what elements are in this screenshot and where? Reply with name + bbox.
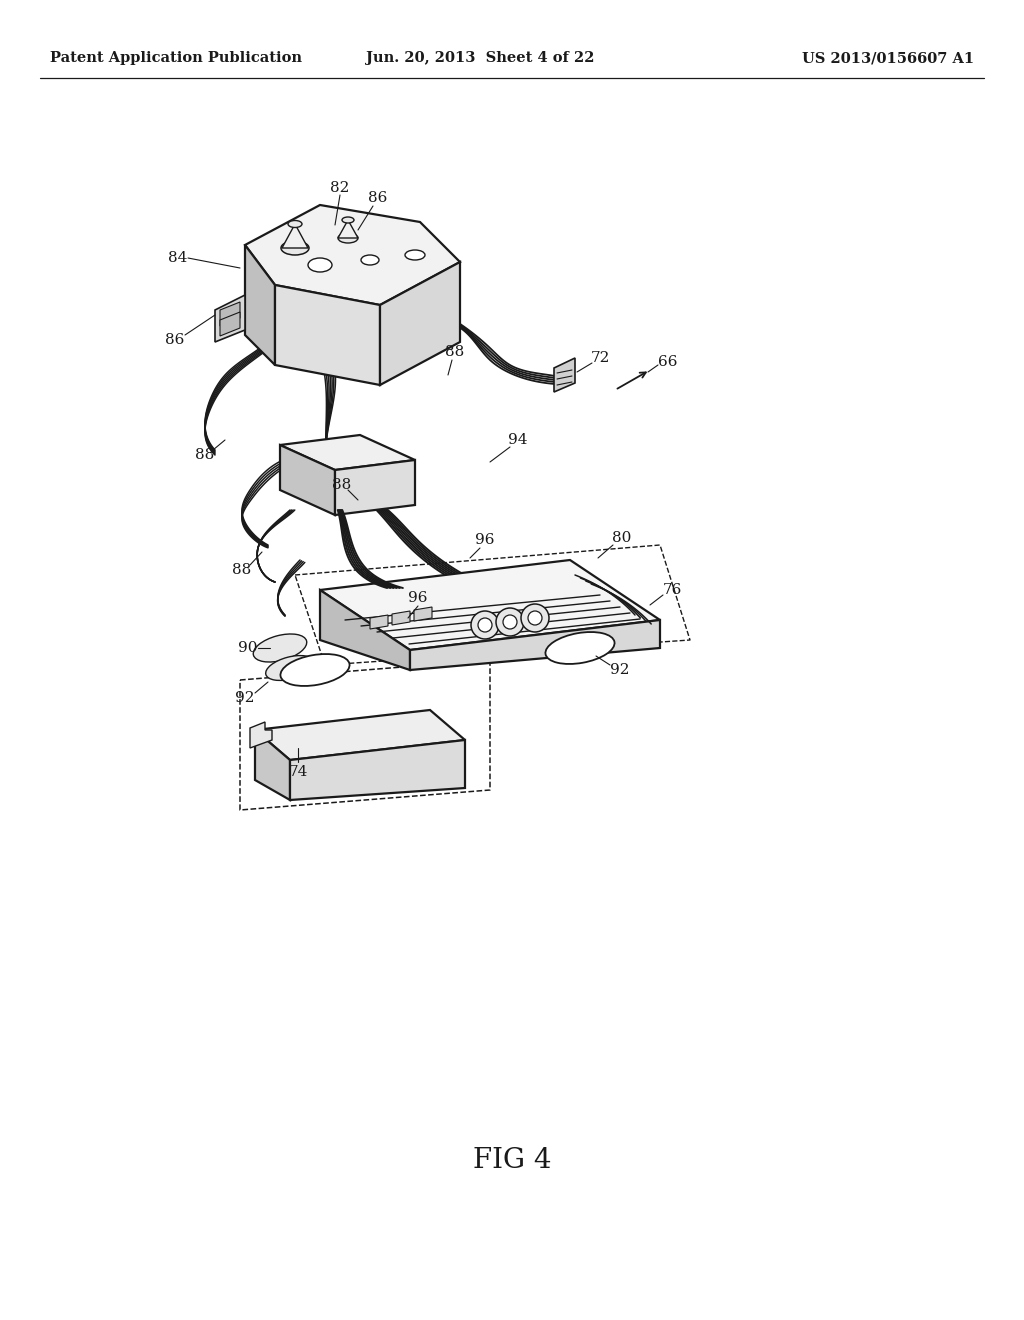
Polygon shape bbox=[280, 445, 335, 515]
Text: 88: 88 bbox=[333, 478, 351, 492]
Circle shape bbox=[521, 605, 549, 632]
Polygon shape bbox=[380, 261, 460, 385]
Ellipse shape bbox=[288, 220, 302, 227]
Text: 88: 88 bbox=[196, 447, 215, 462]
Circle shape bbox=[528, 611, 542, 624]
Text: 86: 86 bbox=[165, 333, 184, 347]
Polygon shape bbox=[414, 607, 432, 620]
Ellipse shape bbox=[281, 653, 349, 686]
Polygon shape bbox=[338, 220, 358, 238]
Polygon shape bbox=[280, 436, 415, 470]
Polygon shape bbox=[255, 730, 290, 800]
Text: 76: 76 bbox=[663, 583, 682, 597]
Ellipse shape bbox=[265, 656, 314, 680]
Ellipse shape bbox=[361, 255, 379, 265]
Polygon shape bbox=[250, 722, 272, 748]
Polygon shape bbox=[275, 285, 380, 385]
Text: 92: 92 bbox=[236, 690, 255, 705]
Ellipse shape bbox=[338, 234, 358, 243]
Polygon shape bbox=[335, 459, 415, 515]
Text: 72: 72 bbox=[590, 351, 609, 366]
Text: 92: 92 bbox=[610, 663, 630, 677]
Polygon shape bbox=[410, 620, 660, 671]
Polygon shape bbox=[554, 358, 575, 392]
Polygon shape bbox=[370, 615, 388, 630]
Polygon shape bbox=[245, 246, 275, 366]
Circle shape bbox=[471, 611, 499, 639]
Polygon shape bbox=[220, 312, 240, 337]
Text: 86: 86 bbox=[369, 191, 388, 205]
Text: 96: 96 bbox=[475, 533, 495, 546]
Text: Jun. 20, 2013  Sheet 4 of 22: Jun. 20, 2013 Sheet 4 of 22 bbox=[366, 51, 594, 65]
Text: 88: 88 bbox=[232, 564, 252, 577]
Text: 74: 74 bbox=[289, 766, 307, 779]
Text: 82: 82 bbox=[331, 181, 349, 195]
Circle shape bbox=[478, 618, 492, 632]
Ellipse shape bbox=[546, 632, 614, 664]
Ellipse shape bbox=[281, 242, 309, 255]
Ellipse shape bbox=[308, 257, 332, 272]
Polygon shape bbox=[215, 294, 245, 342]
Text: 80: 80 bbox=[612, 531, 632, 545]
Circle shape bbox=[503, 615, 517, 630]
Text: Patent Application Publication: Patent Application Publication bbox=[50, 51, 302, 65]
Circle shape bbox=[496, 609, 524, 636]
Polygon shape bbox=[245, 205, 460, 305]
Ellipse shape bbox=[253, 634, 307, 663]
Text: FIG 4: FIG 4 bbox=[473, 1147, 551, 1173]
Ellipse shape bbox=[406, 249, 425, 260]
Polygon shape bbox=[255, 710, 465, 760]
Polygon shape bbox=[319, 560, 660, 649]
Polygon shape bbox=[282, 224, 308, 248]
Text: US 2013/0156607 A1: US 2013/0156607 A1 bbox=[802, 51, 974, 65]
Text: 88: 88 bbox=[445, 345, 465, 359]
Polygon shape bbox=[392, 611, 410, 624]
Polygon shape bbox=[290, 741, 465, 800]
Polygon shape bbox=[220, 302, 240, 326]
Text: 66: 66 bbox=[658, 355, 678, 370]
Text: 96: 96 bbox=[409, 591, 428, 605]
Text: 84: 84 bbox=[168, 251, 187, 265]
Polygon shape bbox=[319, 590, 410, 671]
Text: 94: 94 bbox=[508, 433, 527, 447]
Text: 90: 90 bbox=[239, 642, 258, 655]
Ellipse shape bbox=[342, 216, 354, 223]
